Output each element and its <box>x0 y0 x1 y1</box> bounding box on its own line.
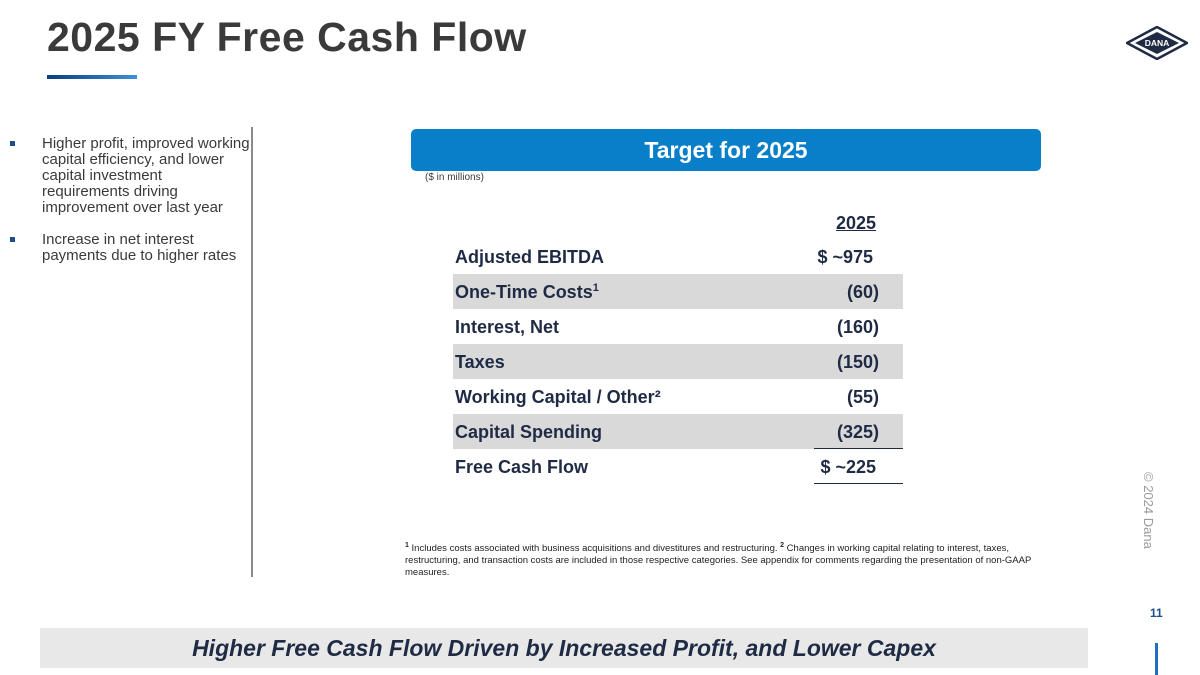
table-row: Working Capital / Other² (55) <box>453 379 903 414</box>
row-value: (160) <box>836 317 879 337</box>
row-value: (150) <box>836 352 879 372</box>
subtotal-rule <box>814 448 903 449</box>
footnote: 1 Includes costs associated with busines… <box>405 542 1032 579</box>
row-label: Capital Spending <box>455 422 603 442</box>
row-label: Free Cash Flow <box>455 457 589 477</box>
dana-logo: DANA <box>1126 26 1188 60</box>
row-label: One-Time Costs1 <box>455 282 599 302</box>
bullet-list: Higher profit, improved working capital … <box>10 136 250 280</box>
table-row: Adjusted EBITDA $ ~975 <box>453 239 903 274</box>
table-row: Free Cash Flow $ ~225 <box>453 449 903 484</box>
table-row: Interest, Net (160) <box>453 309 903 344</box>
row-label: Interest, Net <box>455 317 560 337</box>
cash-flow-table: Adjusted EBITDA $ ~975 One-Time Costs1 (… <box>453 239 903 484</box>
footnote-ref: 1 <box>592 282 599 294</box>
bullet-item: Increase in net interest payments due to… <box>10 232 250 264</box>
copyright: © 2024 Dana <box>1141 472 1156 549</box>
page-accent-bar <box>1155 643 1158 675</box>
title-underline <box>47 75 137 79</box>
column-header: 2025 <box>836 213 877 233</box>
row-value: (55) <box>846 387 879 407</box>
bullet-text: Higher profit, improved working capital … <box>42 135 250 216</box>
row-label: Working Capital / Other² <box>455 387 661 407</box>
page-number: 11 <box>1150 606 1163 620</box>
row-label: Taxes <box>455 352 505 372</box>
row-label: Adjusted EBITDA <box>455 247 605 267</box>
row-value: (325) <box>836 422 879 442</box>
page-title: 2025 FY Free Cash Flow <box>47 14 527 60</box>
row-value: $ ~225 <box>820 457 876 477</box>
table-row: Taxes (150) <box>453 344 903 379</box>
divider <box>251 127 253 577</box>
bullet-item: Higher profit, improved working capital … <box>10 136 250 216</box>
total-rule <box>814 483 903 484</box>
bullet-square-icon <box>10 237 15 242</box>
bullet-text: Increase in net interest payments due to… <box>42 231 237 264</box>
table-row: Capital Spending (325) <box>453 414 903 449</box>
target-banner: Target for 2025 <box>411 129 1041 171</box>
row-value: $ ~975 <box>817 247 873 267</box>
table-row: One-Time Costs1 (60) <box>453 274 903 309</box>
row-value: (60) <box>846 282 879 302</box>
svg-text:DANA: DANA <box>1145 38 1170 48</box>
units-note: ($ in millions) <box>425 172 484 183</box>
bullet-square-icon <box>10 141 15 146</box>
takeaway-banner: Higher Free Cash Flow Driven by Increase… <box>40 628 1088 668</box>
